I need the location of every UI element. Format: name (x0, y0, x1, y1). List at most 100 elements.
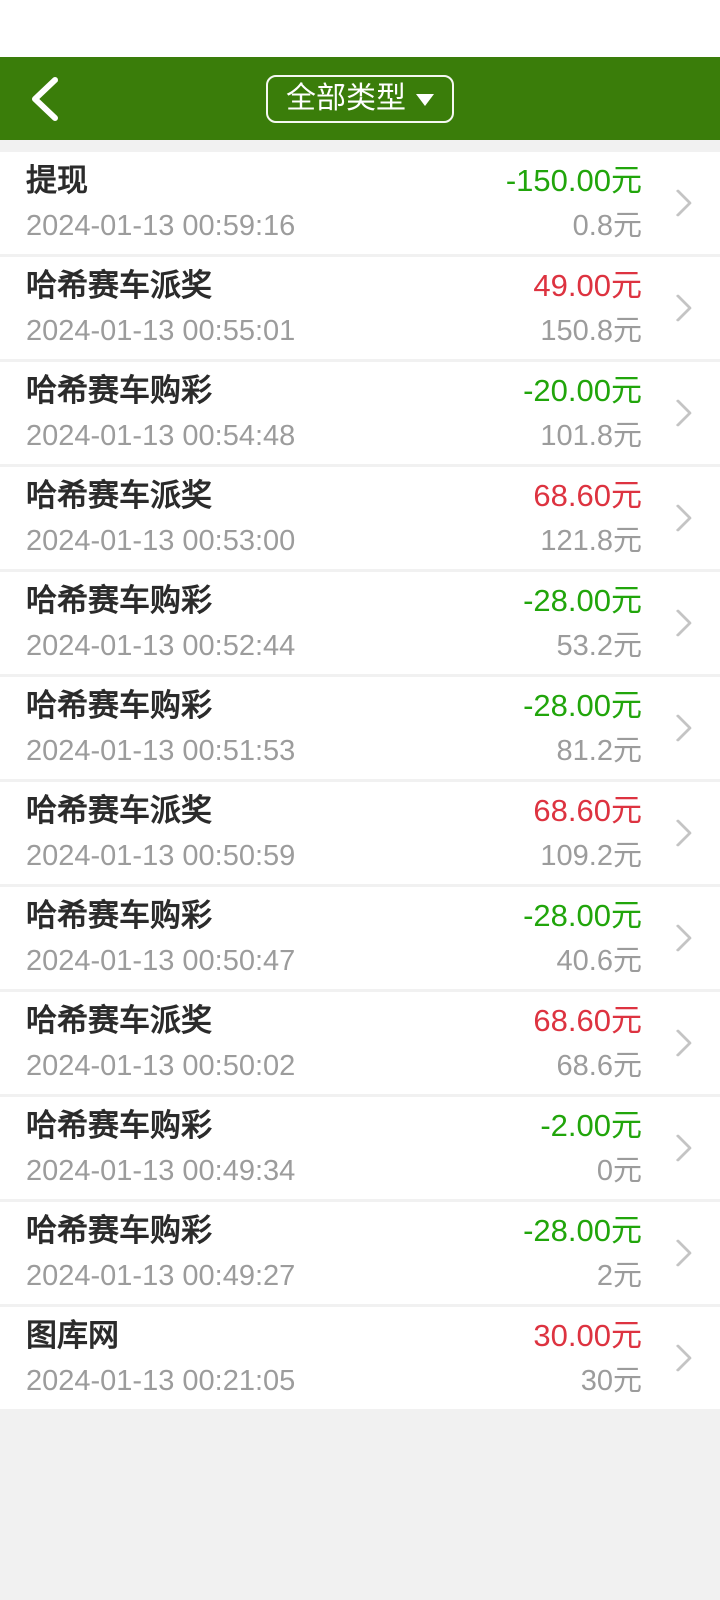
transaction-row-left: 哈希赛车购彩 2024-01-13 00:49:34 (26, 1107, 296, 1188)
transaction-row-right: 49.00元 150.8元 (533, 267, 642, 348)
transaction-row[interactable]: 哈希赛车购彩 2024-01-13 00:54:48 -20.00元 101.8… (0, 362, 720, 464)
transaction-row[interactable]: 哈希赛车派奖 2024-01-13 00:50:59 68.60元 109.2元 (0, 782, 720, 884)
transaction-amount: -28.00元 (523, 687, 642, 723)
transaction-time: 2024-01-13 00:51:53 (26, 734, 296, 767)
transaction-balance: 81.2元 (556, 734, 642, 767)
transaction-list: 提现 2024-01-13 00:59:16 -150.00元 0.8元 哈希赛… (0, 140, 720, 1409)
transaction-time: 2024-01-13 00:55:01 (26, 314, 296, 347)
transaction-row[interactable]: 哈希赛车购彩 2024-01-13 00:50:47 -28.00元 40.6元 (0, 887, 720, 989)
transaction-balance: 30元 (580, 1364, 642, 1397)
transaction-title: 哈希赛车购彩 (26, 1107, 212, 1143)
transaction-row-right: 68.60元 121.8元 (533, 477, 642, 558)
transaction-row-left: 哈希赛车派奖 2024-01-13 00:55:01 (26, 267, 296, 348)
transaction-row-left: 哈希赛车派奖 2024-01-13 00:50:59 (26, 792, 296, 873)
transaction-row-right: -20.00元 101.8元 (523, 372, 642, 453)
transaction-row-right: 68.60元 109.2元 (533, 792, 642, 873)
transaction-row[interactable]: 哈希赛车派奖 2024-01-13 00:53:00 68.60元 121.8元 (0, 467, 720, 569)
transaction-time: 2024-01-13 00:52:44 (26, 629, 296, 662)
transaction-title: 哈希赛车购彩 (26, 372, 212, 408)
transaction-amount: 68.60元 (533, 1002, 642, 1038)
transaction-balance: 40.6元 (556, 944, 642, 977)
transaction-amount: -28.00元 (523, 897, 642, 933)
transaction-balance: 121.8元 (540, 524, 642, 557)
transaction-row-left: 哈希赛车购彩 2024-01-13 00:49:27 (26, 1212, 296, 1293)
type-filter-dropdown[interactable]: 全部类型 (266, 74, 454, 123)
transaction-row-right: -28.00元 81.2元 (523, 687, 642, 768)
transaction-amount: 49.00元 (533, 267, 642, 303)
transaction-title: 哈希赛车派奖 (26, 792, 212, 828)
transaction-amount: 30.00元 (533, 1317, 642, 1353)
transaction-row-left: 哈希赛车购彩 2024-01-13 00:54:48 (26, 372, 296, 453)
chevron-right-icon (663, 1343, 693, 1373)
transaction-time: 2024-01-13 00:54:48 (26, 419, 296, 452)
transaction-time: 2024-01-13 00:59:16 (26, 209, 296, 242)
chevron-right-icon (663, 293, 693, 323)
transaction-balance: 0元 (596, 1154, 642, 1187)
chevron-right-icon (663, 923, 693, 953)
transaction-amount: 68.60元 (533, 792, 642, 828)
type-filter-label: 全部类型 (286, 81, 406, 115)
transaction-row[interactable]: 哈希赛车购彩 2024-01-13 00:49:27 -28.00元 2元 (0, 1202, 720, 1304)
transaction-amount: -2.00元 (540, 1107, 642, 1143)
chevron-right-icon (663, 818, 693, 848)
transaction-row-right: 68.60元 68.6元 (533, 1002, 642, 1083)
transaction-title: 哈希赛车派奖 (26, 1002, 212, 1038)
transaction-title: 哈希赛车购彩 (26, 687, 212, 723)
transaction-title: 哈希赛车购彩 (26, 1212, 212, 1248)
transaction-row[interactable]: 哈希赛车购彩 2024-01-13 00:49:34 -2.00元 0元 (0, 1097, 720, 1199)
transaction-amount: -20.00元 (523, 372, 642, 408)
transaction-amount: -28.00元 (523, 582, 642, 618)
transaction-title: 哈希赛车购彩 (26, 897, 212, 933)
transaction-row[interactable]: 提现 2024-01-13 00:59:16 -150.00元 0.8元 (0, 152, 720, 254)
transaction-time: 2024-01-13 00:21:05 (26, 1364, 296, 1397)
transaction-balance: 53.2元 (556, 629, 642, 662)
transaction-balance: 109.2元 (540, 839, 642, 872)
caret-down-icon (416, 94, 434, 106)
transaction-row-right: -150.00元 0.8元 (505, 162, 642, 243)
transaction-row[interactable]: 哈希赛车购彩 2024-01-13 00:51:53 -28.00元 81.2元 (0, 677, 720, 779)
transaction-title: 哈希赛车购彩 (26, 582, 212, 618)
transaction-row-left: 哈希赛车购彩 2024-01-13 00:50:47 (26, 897, 296, 978)
transaction-time: 2024-01-13 00:49:27 (26, 1259, 296, 1292)
transaction-row-left: 哈希赛车购彩 2024-01-13 00:51:53 (26, 687, 296, 768)
back-button[interactable] (14, 57, 74, 140)
transaction-title: 提现 (26, 162, 88, 198)
transaction-balance: 68.6元 (556, 1049, 642, 1082)
transaction-row[interactable]: 哈希赛车购彩 2024-01-13 00:52:44 -28.00元 53.2元 (0, 572, 720, 674)
transaction-row[interactable]: 哈希赛车派奖 2024-01-13 00:50:02 68.60元 68.6元 (0, 992, 720, 1094)
transaction-balance: 150.8元 (540, 314, 642, 347)
chevron-right-icon (663, 1028, 693, 1058)
transaction-row-left: 哈希赛车派奖 2024-01-13 00:50:02 (26, 1002, 296, 1083)
transaction-time: 2024-01-13 00:50:02 (26, 1049, 296, 1082)
transaction-amount: 68.60元 (533, 477, 642, 513)
chevron-right-icon (663, 1238, 693, 1268)
transaction-title: 图库网 (26, 1317, 119, 1353)
transaction-time: 2024-01-13 00:50:47 (26, 944, 296, 977)
chevron-right-icon (663, 188, 693, 218)
transaction-amount: -28.00元 (523, 1212, 642, 1248)
transaction-row[interactable]: 图库网 2024-01-13 00:21:05 30.00元 30元 (0, 1307, 720, 1409)
transaction-time: 2024-01-13 00:50:59 (26, 839, 296, 872)
status-bar-area (0, 0, 720, 57)
transaction-row-right: -28.00元 53.2元 (523, 582, 642, 663)
transaction-time: 2024-01-13 00:53:00 (26, 524, 296, 557)
chevron-right-icon (663, 713, 693, 743)
chevron-right-icon (663, 1133, 693, 1163)
chevron-right-icon (663, 503, 693, 533)
transaction-balance: 101.8元 (540, 419, 642, 452)
transaction-balance: 2元 (596, 1259, 642, 1292)
transaction-time: 2024-01-13 00:49:34 (26, 1154, 296, 1187)
back-chevron-icon (32, 76, 58, 121)
transaction-row-left: 哈希赛车派奖 2024-01-13 00:53:00 (26, 477, 296, 558)
transaction-row-right: 30.00元 30元 (533, 1317, 642, 1398)
transaction-title: 哈希赛车派奖 (26, 267, 212, 303)
transaction-row-right: -28.00元 2元 (523, 1212, 642, 1293)
transaction-row-left: 图库网 2024-01-13 00:21:05 (26, 1317, 296, 1398)
transaction-title: 哈希赛车派奖 (26, 477, 212, 513)
transaction-row-left: 提现 2024-01-13 00:59:16 (26, 162, 296, 243)
transaction-row[interactable]: 哈希赛车派奖 2024-01-13 00:55:01 49.00元 150.8元 (0, 257, 720, 359)
transaction-amount: -150.00元 (505, 162, 642, 198)
chevron-right-icon (663, 398, 693, 428)
transaction-row-left: 哈希赛车购彩 2024-01-13 00:52:44 (26, 582, 296, 663)
